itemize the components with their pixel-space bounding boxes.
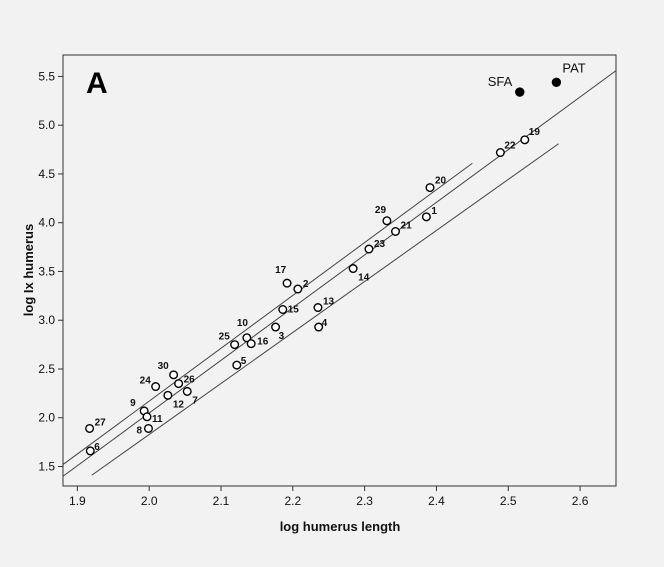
data-point-15	[278, 305, 288, 315]
data-point-30	[169, 370, 179, 380]
data-point-17	[282, 278, 292, 288]
y-tick-label: 5.5	[38, 69, 55, 83]
x-tick-label: 2.0	[141, 494, 158, 508]
data-point-6	[85, 446, 95, 456]
data-point-23	[364, 244, 374, 254]
data-point-label-26: 26	[184, 375, 196, 386]
x-tick-label: 2.2	[284, 494, 301, 508]
y-tick-label: 1.5	[38, 459, 55, 473]
data-point-label-6: 6	[94, 442, 100, 453]
data-point-label-5: 5	[241, 356, 247, 367]
data-point-label-21: 21	[401, 220, 413, 231]
reference-line	[63, 162, 473, 465]
data-point-8	[143, 423, 153, 433]
y-tick-label: 2.0	[38, 411, 55, 425]
data-point-22	[495, 148, 505, 158]
data-point-10	[242, 333, 252, 343]
data-point-5	[232, 360, 242, 370]
y-tick-label: 5.0	[38, 118, 55, 132]
data-point-label-2: 2	[303, 279, 309, 290]
highlight-label-pat: PAT	[562, 60, 585, 75]
data-point-20	[425, 183, 435, 193]
data-point-label-8: 8	[136, 425, 142, 436]
highlight-point-pat	[551, 77, 562, 88]
data-point-16	[246, 339, 256, 349]
y-tick-label: 3.5	[38, 264, 55, 278]
data-point-1	[421, 212, 431, 222]
data-point-12	[163, 390, 173, 400]
reference-line	[91, 143, 559, 476]
highlight-point-sfa	[515, 87, 525, 97]
panel-label: A	[86, 67, 108, 100]
data-point-label-14: 14	[358, 273, 370, 284]
data-point-label-23: 23	[374, 239, 386, 250]
data-point-label-19: 19	[529, 127, 541, 138]
highlight-label-sfa: SFA	[488, 74, 513, 89]
x-tick-label: 2.3	[356, 494, 373, 508]
data-point-label-12: 12	[173, 399, 185, 410]
x-tick-label: 2.6	[572, 494, 589, 508]
data-point-29	[382, 216, 392, 226]
data-point-label-7: 7	[192, 395, 198, 406]
data-point-24	[151, 382, 161, 392]
data-point-label-1: 1	[431, 206, 437, 217]
data-point-label-24: 24	[140, 376, 152, 387]
data-point-2	[293, 284, 303, 294]
data-point-14	[348, 264, 358, 274]
data-point-label-27: 27	[95, 417, 107, 428]
data-point-27	[85, 423, 95, 433]
y-tick-label: 4.5	[38, 167, 55, 181]
data-point-21	[391, 226, 401, 236]
data-point-19	[520, 135, 530, 145]
data-point-26	[174, 379, 184, 389]
data-point-label-13: 13	[323, 297, 335, 308]
data-point-label-4: 4	[322, 318, 328, 329]
x-tick-label: 1.9	[69, 494, 86, 508]
y-tick-label: 3.0	[38, 313, 55, 327]
y-tick-label: 2.5	[38, 362, 55, 376]
data-point-11	[142, 412, 152, 422]
data-point-label-3: 3	[279, 331, 285, 342]
y-axis-title: log Ix humerus	[21, 224, 36, 316]
data-point-label-30: 30	[158, 361, 170, 372]
x-tick-label: 2.4	[428, 494, 445, 508]
data-point-label-20: 20	[435, 176, 447, 187]
data-point-label-10: 10	[237, 318, 249, 329]
data-point-label-29: 29	[375, 205, 387, 216]
data-point-13	[313, 303, 323, 313]
x-tick-label: 2.1	[213, 494, 230, 508]
y-tick-label: 4.0	[38, 216, 55, 230]
data-point-label-15: 15	[288, 305, 300, 316]
data-point-3	[271, 322, 281, 332]
data-point-label-16: 16	[257, 337, 269, 348]
data-point-25	[230, 340, 240, 350]
x-tick-label: 2.5	[500, 494, 517, 508]
data-point-label-9: 9	[130, 398, 136, 409]
data-point-7	[182, 386, 192, 396]
data-point-label-17: 17	[275, 265, 287, 276]
plot-frame	[62, 54, 617, 487]
data-point-label-22: 22	[504, 141, 516, 152]
x-axis-title: log humerus length	[280, 519, 401, 534]
data-point-4	[314, 322, 324, 332]
data-point-label-25: 25	[219, 332, 231, 343]
data-point-label-11: 11	[152, 414, 163, 425]
